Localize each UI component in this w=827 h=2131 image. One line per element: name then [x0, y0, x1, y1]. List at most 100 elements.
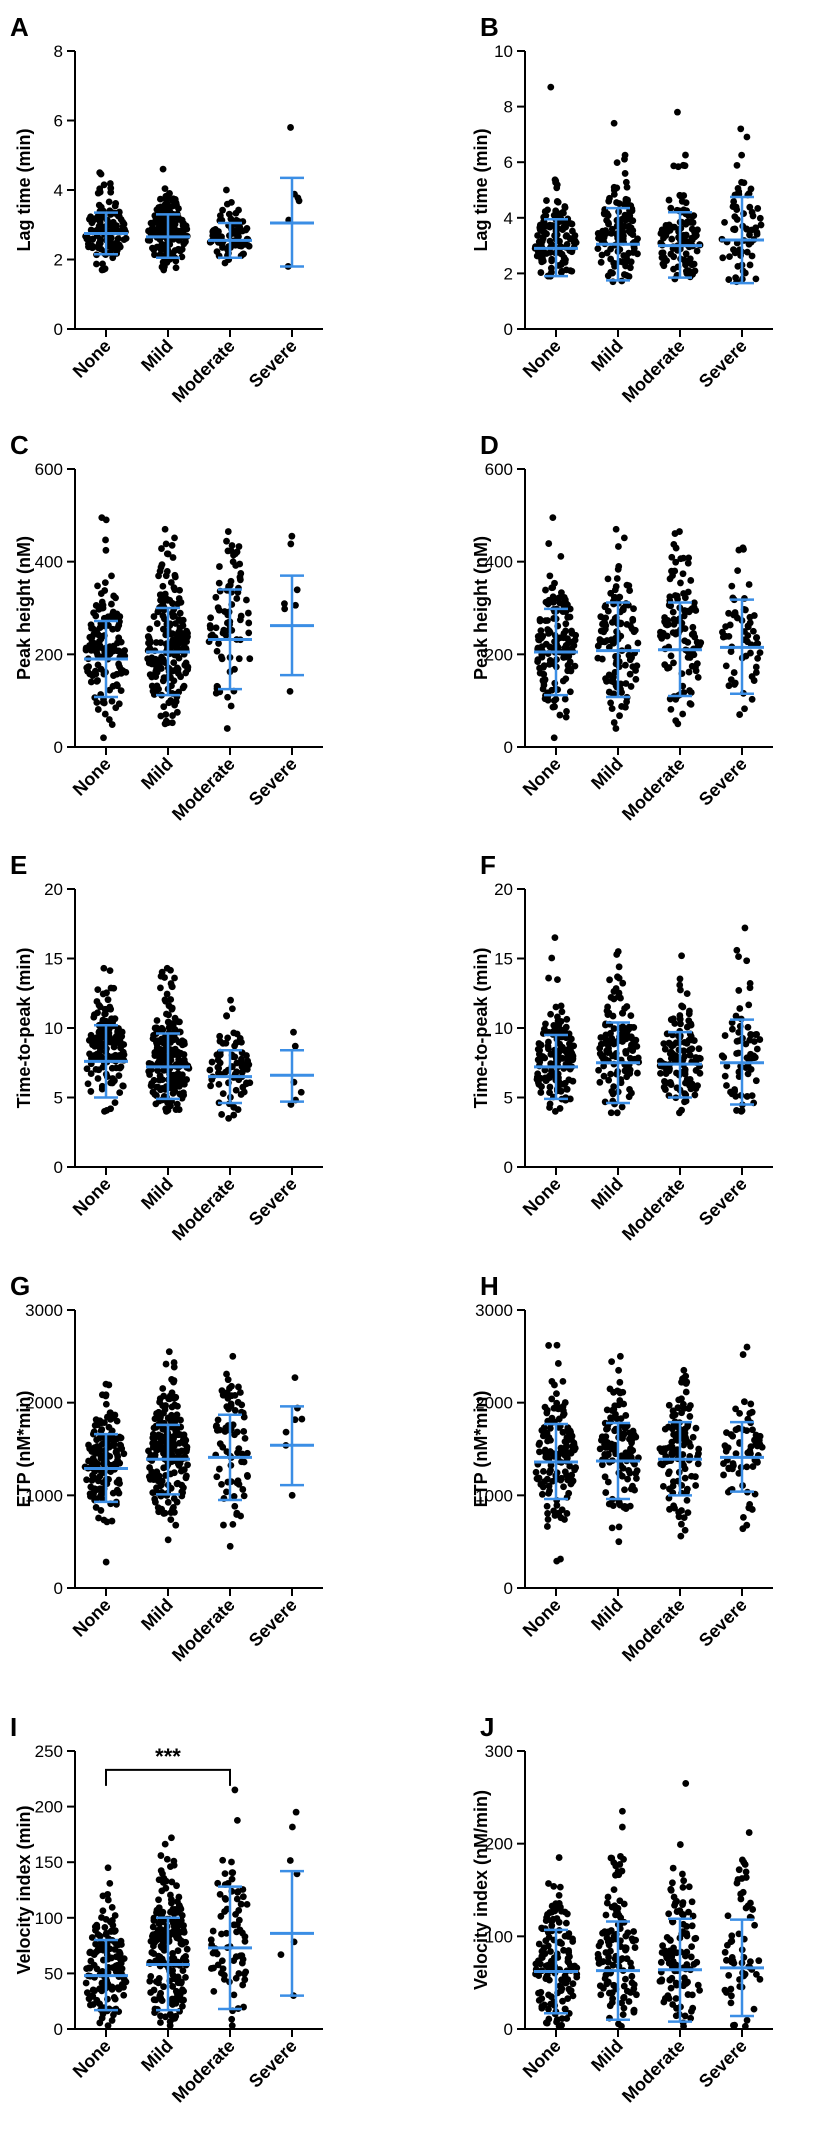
error-bar [270, 176, 314, 268]
data-point [611, 586, 619, 594]
data-point [571, 662, 579, 670]
data-point [179, 684, 187, 692]
data-point [622, 1035, 630, 1043]
data-point [609, 1502, 617, 1510]
data-point [214, 604, 222, 612]
x-tick-label: None [519, 1174, 565, 1220]
data-point [669, 2001, 677, 2008]
data-point [162, 2013, 169, 2021]
data-point [731, 679, 739, 687]
data-point [213, 1473, 221, 1481]
data-point [571, 1444, 579, 1452]
data-point [681, 2012, 689, 2020]
data-point [660, 1040, 668, 1048]
chart-panel-e: E 0 5 10 15 20 Time-to-peak (min) None MildModer… [10, 850, 323, 1244]
data-point [288, 1823, 296, 1831]
data-point [537, 269, 545, 276]
data-point [597, 613, 605, 621]
data-point [175, 1935, 183, 1943]
data-point [546, 221, 554, 229]
data-point [627, 1023, 635, 1031]
data-point [753, 634, 761, 641]
data-point [224, 528, 232, 535]
data-point [169, 599, 176, 607]
data-point [90, 1054, 98, 1062]
data-point [228, 1005, 236, 1013]
data-point [117, 669, 125, 677]
data-point [535, 1441, 543, 1448]
data-point [604, 1928, 612, 1936]
data-point [565, 1958, 572, 1966]
data-point [680, 1877, 688, 1885]
data-point [235, 1445, 243, 1453]
data-point [91, 1011, 98, 1018]
data-point [621, 1944, 629, 1952]
data-point [84, 234, 92, 242]
data-point [692, 1067, 700, 1074]
y-tick-label: 200 [485, 1835, 513, 1854]
data-point [230, 1991, 238, 1999]
y-tick-label: 5 [504, 1089, 513, 1108]
data-point [157, 972, 165, 980]
data-point [286, 688, 294, 695]
data-point [617, 1852, 624, 1860]
x-tick-label: Moderate [168, 1595, 239, 1666]
error-bar [534, 1422, 578, 1501]
data-point [603, 1899, 611, 1907]
data-point [543, 1502, 551, 1510]
data-point [152, 1100, 160, 1108]
data-point [607, 1029, 614, 1037]
data-point [155, 1508, 163, 1516]
data-point [541, 1446, 549, 1454]
data-point [236, 1389, 244, 1396]
data-point [153, 668, 161, 676]
data-point [152, 1024, 160, 1032]
data-point [555, 1891, 563, 1899]
y-tick-label: 0 [504, 1579, 513, 1598]
significance-label: *** [155, 1744, 181, 1769]
data-point [622, 178, 630, 186]
data-point [632, 1991, 640, 1999]
data-point [747, 1450, 754, 1457]
data-point [729, 1460, 737, 1467]
data-point [543, 1973, 551, 1980]
data-point [563, 708, 570, 715]
data-point [659, 1942, 667, 1950]
data-point [557, 1475, 565, 1483]
data-point [667, 652, 675, 660]
data-point [102, 1929, 110, 1937]
data-point [89, 1471, 96, 1479]
data-point [244, 1473, 251, 1480]
data-point [544, 1516, 552, 1523]
data-point [168, 1899, 175, 1907]
data-point [87, 226, 95, 234]
data-point [690, 1037, 698, 1044]
data-point [671, 1902, 678, 1909]
data-point [668, 1451, 676, 1459]
data-point [169, 1905, 177, 1913]
data-point [568, 627, 575, 635]
data-point [149, 1443, 157, 1451]
data-point [170, 659, 178, 667]
data-point [545, 1880, 552, 1887]
data-point [545, 627, 553, 635]
data-point [171, 1045, 179, 1053]
data-point [557, 269, 565, 277]
data-point [148, 1080, 156, 1087]
data-point [744, 632, 752, 639]
data-point [97, 1053, 105, 1061]
data-point [108, 697, 116, 705]
data-point [595, 1960, 603, 1967]
data-point [231, 1406, 239, 1414]
data-point [611, 668, 619, 676]
data-point [149, 1923, 157, 1931]
data-point [671, 530, 679, 537]
data-point [622, 1047, 630, 1055]
data-point [629, 1427, 637, 1435]
data-point [605, 220, 612, 228]
data-point [221, 1908, 228, 1915]
data-point [107, 240, 115, 247]
data-point [237, 612, 245, 620]
data-point [633, 1475, 640, 1482]
